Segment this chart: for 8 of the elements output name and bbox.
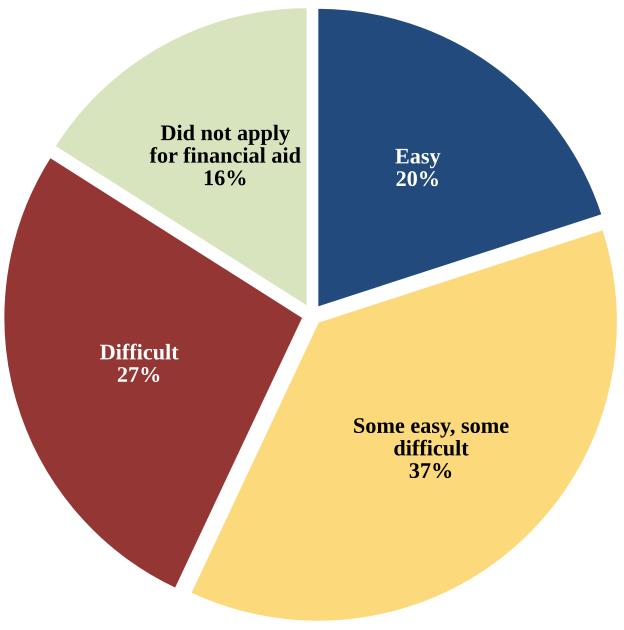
slice-label: Difficult [100, 344, 179, 360]
data-label: 16% [204, 170, 246, 186]
slice-label: Easy [395, 148, 440, 168]
slice-label: Did not apply for financial aid [150, 124, 301, 163]
slice-label: Some easy, some difficult [354, 418, 509, 456]
data-label: 27% [118, 367, 160, 382]
data-label: 37% [410, 463, 452, 478]
data-label: 20% [396, 171, 438, 186]
